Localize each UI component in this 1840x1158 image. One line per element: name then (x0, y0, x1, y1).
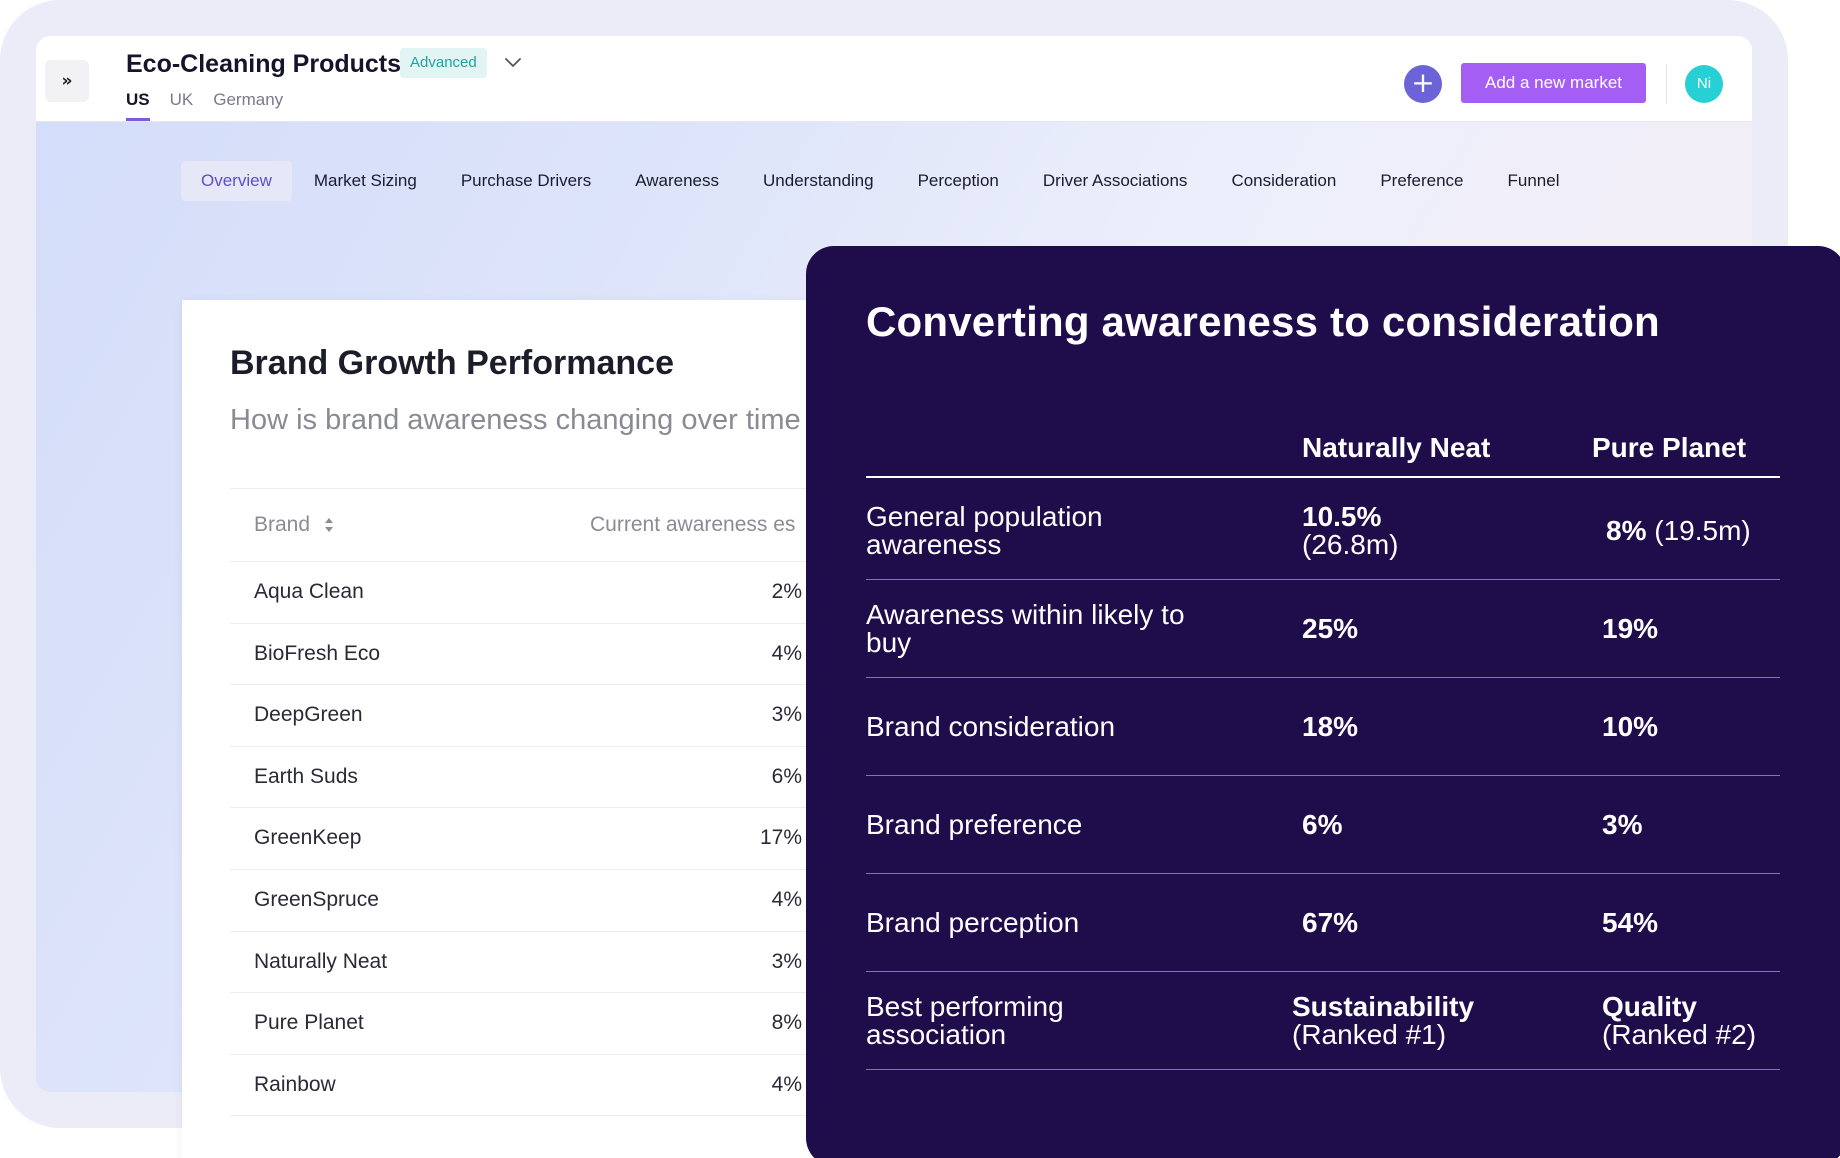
add-button[interactable]: + (1404, 65, 1442, 103)
market-tab-uk[interactable]: UK (169, 90, 194, 109)
tab-overview[interactable]: Overview (181, 161, 292, 201)
tab-driver-associations[interactable]: Driver Associations (1042, 171, 1188, 190)
brand-name: DeepGreen (254, 703, 363, 727)
awareness-value: 6% (771, 764, 802, 788)
brand-name: Earth Suds (254, 764, 358, 788)
naturally-neat-value: 25% (1302, 612, 1359, 644)
pure-planet-value: 19% (1602, 612, 1659, 644)
panel-row: Best performing association Sustainabili… (866, 972, 1780, 1070)
panel-row: Brand preference 6% 3% (866, 776, 1780, 874)
page-title: Eco-Cleaning Products (126, 50, 402, 78)
value-main: 8% (1606, 514, 1647, 546)
awareness-column-header[interactable]: Current awareness es (590, 513, 796, 536)
metric-label: Brand preference (866, 808, 1083, 840)
awareness-value: 4% (771, 1072, 802, 1096)
tab-market-sizing[interactable]: Market Sizing (313, 171, 417, 190)
plus-icon: + (1411, 66, 1435, 99)
brand-name: GreenKeep (254, 826, 362, 850)
advanced-badge: Advanced (400, 48, 487, 78)
value-sub: (19.5m) (1654, 514, 1751, 546)
panel-row: General population awareness 10.5% (26.8… (866, 482, 1780, 580)
table-row[interactable]: GreenSpruce 4% (230, 870, 990, 932)
table-row[interactable]: DeepGreen 3% (230, 685, 990, 747)
card-subtitle: How is brand awareness changing over tim… (230, 404, 801, 436)
table-header: Brand Current awareness es (230, 488, 990, 562)
pure-planet-value: 8% (19.5m) (1606, 514, 1751, 546)
value-sub: (Ranked #2) (1602, 1018, 1757, 1050)
naturally-neat-value: Sustainability (Ranked #1) (1292, 990, 1475, 1050)
tab-consideration[interactable]: Consideration (1231, 171, 1337, 190)
naturally-neat-value: 18% (1302, 710, 1359, 742)
table-row[interactable]: Aqua Clean 2% (230, 562, 990, 624)
value-sub: (Ranked #1) (1292, 1018, 1447, 1050)
metric-label: Brand perception (866, 906, 1080, 938)
market-tabs: US UK Germany (126, 90, 283, 121)
metric-label: General population awareness (866, 500, 1103, 560)
value-sub: (26.8m) (1302, 528, 1399, 560)
market-tab-us[interactable]: US (126, 90, 150, 121)
pure-planet-value: Quality (Ranked #2) (1602, 990, 1757, 1050)
metric-label: Awareness within likely to buy (866, 598, 1185, 658)
pure-planet-value: 54% (1602, 906, 1659, 938)
metric-label: Brand consideration (866, 710, 1116, 742)
awareness-value: 2% (771, 580, 802, 603)
pure-planet-value: 10% (1602, 710, 1659, 742)
brand-name: GreenSpruce (254, 887, 379, 911)
panel-row: Brand perception 67% 54% (866, 874, 1780, 972)
column-header-naturally-neat: Naturally Neat (1302, 432, 1491, 463)
brand-name: Aqua Clean (254, 580, 364, 603)
chevron-down-icon[interactable] (501, 50, 525, 74)
section-tabs: Overview Market Sizing Purchase Drivers … (181, 161, 1582, 201)
naturally-neat-value: 10.5% (26.8m) (1302, 500, 1399, 560)
brand-name: Rainbow (254, 1072, 336, 1096)
panel-row: Awareness within likely to buy 25% 19% (866, 580, 1780, 678)
panel-table-header: Naturally Neat Pure Planet (866, 432, 1780, 478)
panel-title: Converting awareness to consideration (866, 298, 1660, 345)
tab-awareness[interactable]: Awareness (635, 171, 720, 190)
avatar[interactable]: Ni (1685, 65, 1723, 103)
awareness-value: 4% (771, 641, 802, 665)
awareness-value: 3% (771, 949, 802, 973)
column-header-pure-planet: Pure Planet (1592, 432, 1747, 463)
market-tab-germany[interactable]: Germany (213, 90, 284, 109)
value-main: Quality (1602, 990, 1697, 1022)
pure-planet-value: 3% (1602, 808, 1643, 840)
brand-column-label: Brand (254, 513, 311, 536)
naturally-neat-value: 67% (1302, 906, 1359, 938)
card-title: Brand Growth Performance (230, 344, 674, 382)
expand-sidebar-button[interactable]: » (45, 60, 89, 102)
tab-perception[interactable]: Perception (917, 171, 999, 190)
brand-name: Naturally Neat (254, 949, 388, 973)
brand-column-header[interactable]: Brand (254, 513, 334, 537)
add-market-button[interactable]: Add a new market (1461, 63, 1646, 103)
awareness-value: 17% (759, 826, 802, 850)
tab-funnel[interactable]: Funnel (1507, 171, 1560, 190)
awareness-value: 8% (771, 1011, 802, 1035)
tab-understanding[interactable]: Understanding (763, 171, 874, 190)
metric-label: Best performing association (866, 990, 1064, 1050)
brand-name: BioFresh Eco (254, 641, 381, 665)
conversion-panel: Converting awareness to consideration Na… (806, 246, 1840, 1158)
tab-purchase-drivers[interactable]: Purchase Drivers (460, 171, 592, 190)
divider (1666, 64, 1667, 104)
value-main: 10.5% (1302, 500, 1382, 532)
sort-icon[interactable] (324, 517, 334, 533)
double-chevron-right-icon: » (61, 71, 73, 91)
brand-name: Pure Planet (254, 1011, 364, 1035)
table-row[interactable]: Naturally Neat 3% (230, 932, 990, 994)
tab-preference[interactable]: Preference (1380, 171, 1464, 190)
value-main: Sustainability (1292, 990, 1475, 1022)
awareness-value: 3% (771, 703, 802, 727)
top-bar: » Eco-Cleaning Products Advanced US UK G… (36, 36, 1752, 122)
panel-row: Brand consideration 18% 10% (866, 678, 1780, 776)
naturally-neat-value: 6% (1302, 808, 1343, 840)
awareness-value: 4% (771, 887, 802, 911)
